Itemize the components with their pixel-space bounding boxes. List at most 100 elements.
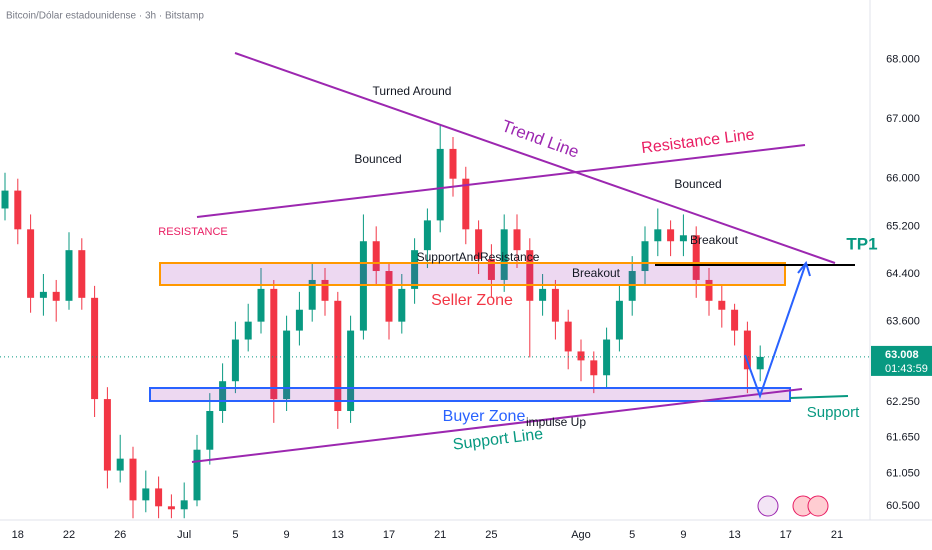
x-tick-label: 26 xyxy=(114,529,126,541)
y-tick-label: 65.200 xyxy=(886,220,920,232)
candle-body xyxy=(295,309,303,331)
candle-body xyxy=(475,229,483,260)
candle-body xyxy=(14,190,22,230)
candle-body xyxy=(564,321,572,352)
candle-body xyxy=(180,500,188,510)
annotation: SupportAndResistance xyxy=(417,250,540,264)
y-tick-label: 61.050 xyxy=(886,467,920,479)
candle-body xyxy=(667,229,675,242)
x-tick-label: 21 xyxy=(434,529,446,541)
candle-body xyxy=(718,300,726,310)
last-price-label: 63.008 xyxy=(885,349,919,361)
candle-body xyxy=(615,300,623,340)
candle-body xyxy=(603,339,611,376)
trend-line xyxy=(234,52,836,264)
candle-body xyxy=(129,458,137,501)
support-line xyxy=(191,388,803,463)
candle-body xyxy=(103,399,111,471)
candle-body xyxy=(539,288,547,301)
candle-body xyxy=(91,297,99,400)
y-tick-label: 64.400 xyxy=(886,268,920,280)
event-icon[interactable] xyxy=(807,495,829,517)
candle-body xyxy=(692,235,700,280)
candle-body xyxy=(462,178,470,230)
x-tick-label: Ago xyxy=(571,529,591,541)
candle-body xyxy=(526,250,534,301)
candle-body xyxy=(308,279,316,310)
candle-body xyxy=(244,321,252,340)
y-tick-label: 63.600 xyxy=(886,316,920,328)
candle-body xyxy=(654,229,662,242)
resistance-line xyxy=(196,144,806,218)
annotation: Turned Around xyxy=(373,84,452,98)
candle-body xyxy=(283,330,291,400)
seller-zone xyxy=(159,262,786,286)
last-price-box xyxy=(871,345,932,376)
candle-body xyxy=(731,309,739,331)
candle-body xyxy=(219,381,227,411)
candles xyxy=(1,125,764,519)
annotation: Buyer Zone xyxy=(443,408,526,425)
buyer-zone xyxy=(149,387,791,402)
event-icon[interactable] xyxy=(757,495,779,517)
candle-body xyxy=(590,360,598,376)
candle-body xyxy=(756,356,764,370)
candle-body xyxy=(436,148,444,221)
candle-body xyxy=(347,330,355,411)
candle-body xyxy=(487,259,495,280)
x-tick-label: 5 xyxy=(232,529,238,541)
x-tick-label: 25 xyxy=(485,529,497,541)
x-tick-label: 9 xyxy=(284,529,290,541)
candle-body xyxy=(65,250,73,301)
arrow-head xyxy=(797,260,811,277)
annotation: impulse Up xyxy=(526,415,586,429)
candle-body xyxy=(423,220,431,251)
candle-body xyxy=(27,229,35,298)
annotation: Bounced xyxy=(674,177,721,191)
annotation: Breakout xyxy=(572,266,621,280)
y-tick-label: 68.000 xyxy=(886,53,920,65)
annotation: Breakout xyxy=(690,233,739,247)
candle-body xyxy=(705,279,713,301)
candle-body xyxy=(743,330,751,370)
candle-body xyxy=(551,288,559,322)
candle-body xyxy=(155,488,163,507)
candle-body xyxy=(372,241,380,272)
candle-body xyxy=(142,488,150,501)
candle-body xyxy=(449,148,457,179)
y-tick-label: 66.000 xyxy=(886,173,920,185)
candle-body xyxy=(39,291,47,298)
x-tick-label: 18 xyxy=(12,529,24,541)
candle-body xyxy=(679,235,687,242)
x-tick-label: 13 xyxy=(332,529,344,541)
candle-body xyxy=(385,271,393,322)
x-tick-label: 13 xyxy=(728,529,740,541)
x-tick-label: 22 xyxy=(63,529,75,541)
candle-body xyxy=(206,410,214,450)
candle-body xyxy=(321,279,329,301)
projection-arrow xyxy=(744,262,807,399)
annotation: RESISTANCE xyxy=(158,226,227,238)
y-tick-label: 61.650 xyxy=(886,432,920,444)
candle-body xyxy=(500,229,508,280)
candle-body xyxy=(193,449,201,501)
candle-body xyxy=(513,229,521,251)
candle-body xyxy=(1,190,9,209)
x-tick-label: Jul xyxy=(177,529,191,541)
candle-body xyxy=(116,458,124,471)
x-tick-label: 17 xyxy=(383,529,395,541)
chart-title: Bitcoin/Dólar estadounidense · 3h · Bits… xyxy=(6,11,204,22)
candle-body xyxy=(411,250,419,289)
candle-body xyxy=(270,288,278,400)
candle-body xyxy=(398,288,406,322)
y-tick-label: 62.250 xyxy=(886,396,920,408)
candle-body xyxy=(577,351,585,361)
annotation: TP1 xyxy=(846,234,877,253)
candle-body xyxy=(167,506,175,510)
annotation: Seller Zone xyxy=(431,292,513,309)
candle-body xyxy=(231,339,239,382)
x-tick-label: 5 xyxy=(629,529,635,541)
y-tick-label: 67.000 xyxy=(886,113,920,125)
